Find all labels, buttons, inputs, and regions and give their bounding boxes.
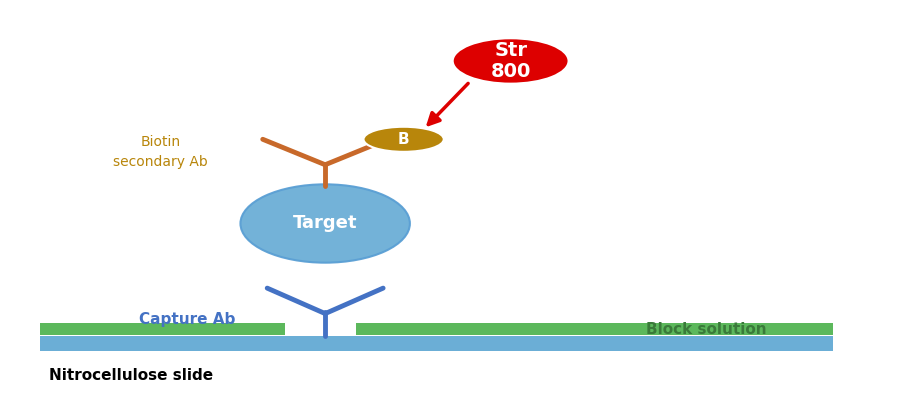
Text: Block solution: Block solution xyxy=(646,322,767,337)
FancyArrowPatch shape xyxy=(428,83,468,124)
Bar xyxy=(356,323,833,335)
Ellipse shape xyxy=(364,127,444,152)
Text: Nitrocellulose slide: Nitrocellulose slide xyxy=(49,368,213,384)
Ellipse shape xyxy=(240,184,410,263)
Bar xyxy=(40,336,833,351)
Text: Biotin
secondary Ab: Biotin secondary Ab xyxy=(112,135,208,169)
Text: Capture Ab: Capture Ab xyxy=(139,312,235,327)
Text: Target: Target xyxy=(292,214,357,232)
Text: Str
800: Str 800 xyxy=(491,41,531,81)
Text: B: B xyxy=(398,132,410,147)
Bar xyxy=(40,323,285,335)
Ellipse shape xyxy=(453,38,569,84)
